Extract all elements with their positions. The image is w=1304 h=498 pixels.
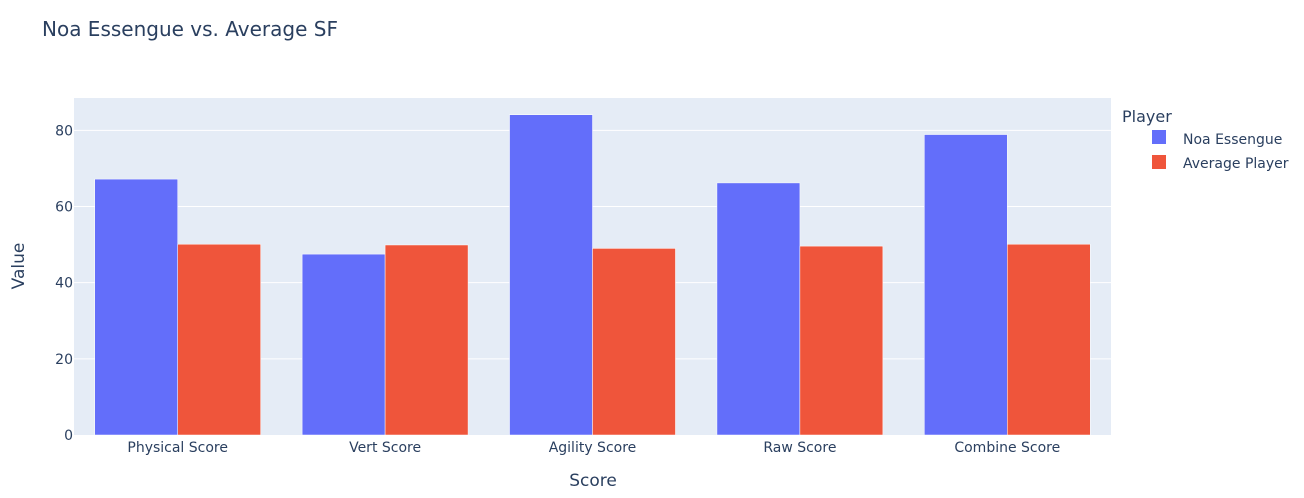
legend-label-noa-essengue: Noa Essengue xyxy=(1183,132,1282,148)
bar-average-player-vert-score[interactable] xyxy=(384,244,469,436)
bar-average-player-agility-score[interactable] xyxy=(592,248,676,436)
x-tick-label-raw-score: Raw Score xyxy=(763,440,836,456)
legend: Player Noa Essengue Average Player xyxy=(1122,107,1289,172)
y-tick-label: 40 xyxy=(55,276,73,292)
bar-noa-essengue-agility-score[interactable] xyxy=(509,114,593,436)
y-tick-labels: 0 20 40 60 80 xyxy=(55,123,73,444)
bars[interactable] xyxy=(94,114,1091,436)
bar-average-player-combine-score[interactable] xyxy=(1007,243,1091,436)
bar-noa-essengue-physical-score[interactable] xyxy=(94,178,178,436)
legend-title: Player xyxy=(1122,107,1172,126)
y-tick-label: 60 xyxy=(55,200,73,216)
bar-noa-essengue-combine-score[interactable] xyxy=(924,134,1008,436)
x-tick-label-physical-score: Physical Score xyxy=(127,440,228,456)
x-axis-title: Score xyxy=(569,471,617,491)
y-tick-label: 0 xyxy=(64,428,73,444)
legend-swatch-average-player xyxy=(1152,155,1166,169)
y-tick-label: 20 xyxy=(55,352,73,368)
x-tick-label-vert-score: Vert Score xyxy=(349,440,421,456)
y-tick-label: 80 xyxy=(55,123,73,139)
bar-noa-essengue-raw-score[interactable] xyxy=(716,182,801,436)
bar-noa-essengue-vert-score[interactable] xyxy=(301,253,386,436)
bar-average-player-raw-score[interactable] xyxy=(799,245,884,436)
x-tick-label-combine-score: Combine Score xyxy=(954,440,1060,456)
x-tick-labels: Physical Score Vert Score Agility Score Raw… xyxy=(127,440,1060,456)
legend-item-noa-essengue[interactable]: Noa Essengue xyxy=(1152,130,1282,148)
chart-title: Noa Essengue vs. Average SF xyxy=(42,17,338,41)
legend-item-average-player[interactable]: Average Player xyxy=(1152,155,1289,172)
legend-label-average-player: Average Player xyxy=(1183,156,1289,172)
bar-average-player-physical-score[interactable] xyxy=(177,243,261,436)
x-tick-label-agility-score: Agility Score xyxy=(549,440,637,456)
y-axis-title: Value xyxy=(9,243,29,290)
legend-swatch-noa-essengue xyxy=(1152,130,1166,144)
